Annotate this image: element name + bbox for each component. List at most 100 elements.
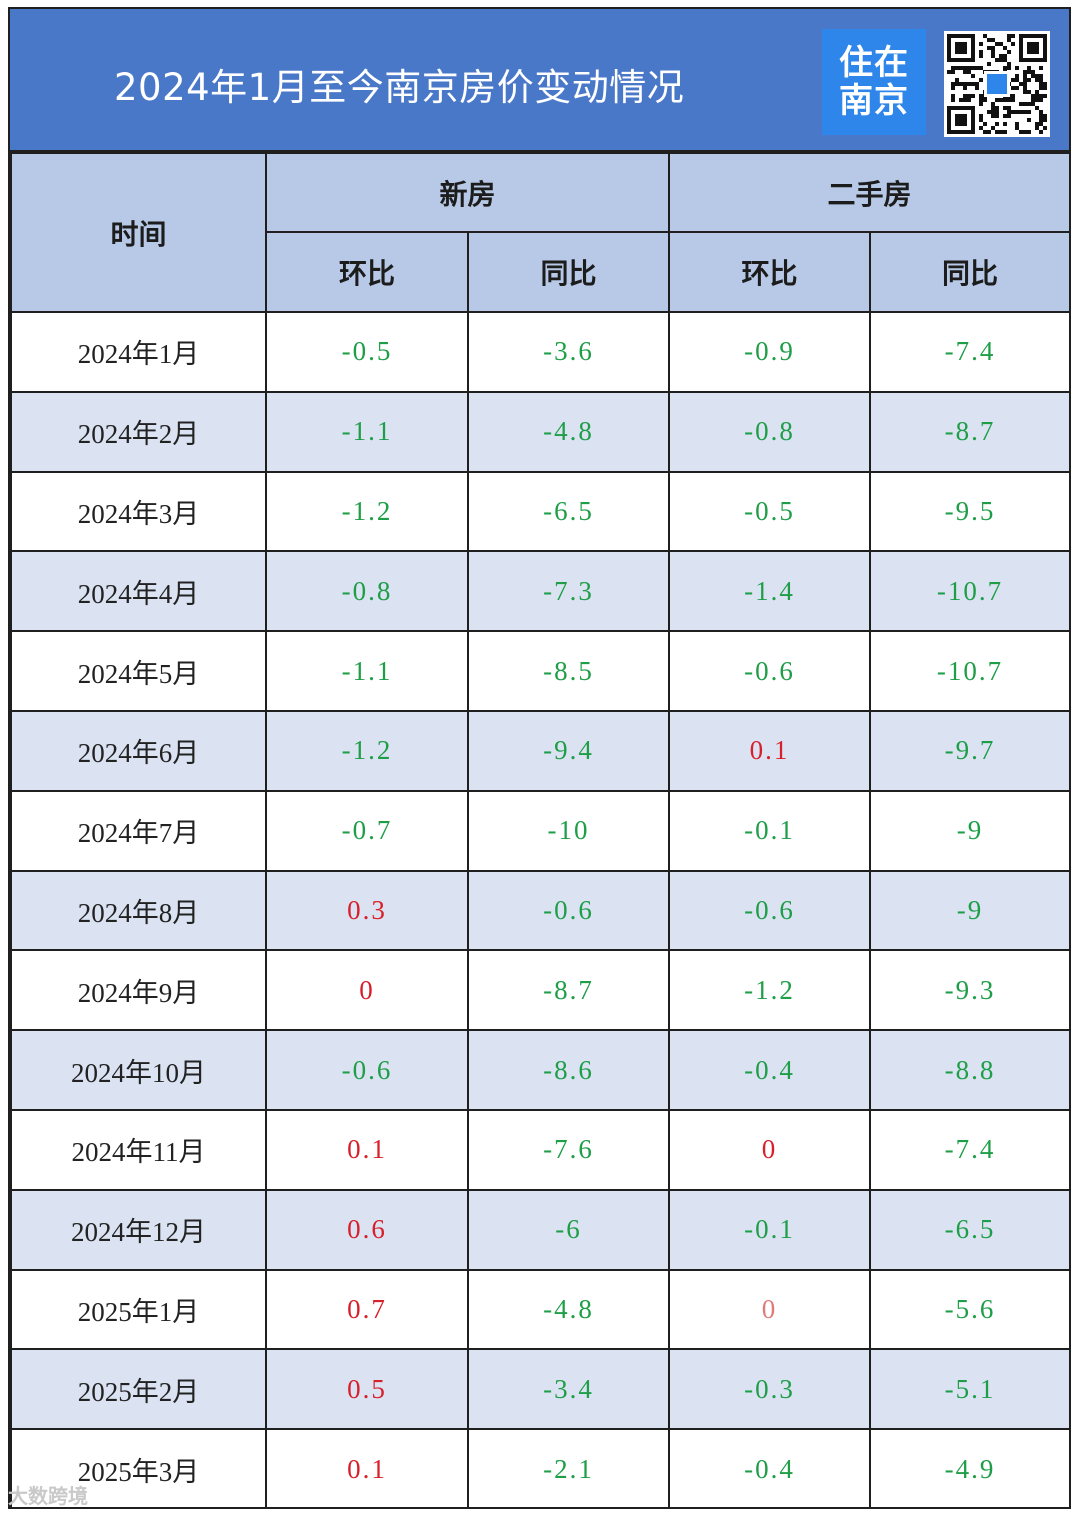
time-cell: 2024年2月 (11, 392, 266, 472)
header-new-mom: 环比 (266, 232, 468, 312)
value-cell-sec-mom: -0.3 (669, 1349, 870, 1429)
logo-line-1: 住在 (839, 44, 909, 82)
value-cell-sec-mom: -0.9 (669, 312, 870, 392)
value-cell-sec-yoy: -6.5 (870, 1190, 1070, 1270)
value-cell-new-mom: -1.2 (266, 472, 468, 552)
watermark: 大数跨境 (8, 1480, 88, 1509)
value-cell-new-mom: 0 (266, 950, 468, 1030)
value-cell-sec-yoy: -9.3 (870, 950, 1070, 1030)
value-cell-sec-mom: -0.4 (669, 1030, 870, 1110)
value-cell-sec-mom: -0.1 (669, 1190, 870, 1270)
header-second-yoy: 同比 (870, 232, 1070, 312)
value-cell-sec-yoy: -10.7 (870, 631, 1070, 711)
value-cell-sec-mom: -1.4 (669, 551, 870, 631)
brand-logo: 住在 南京 (822, 29, 926, 135)
value-cell-sec-yoy: -8.7 (870, 392, 1070, 472)
value-cell-new-yoy: -10 (468, 791, 669, 871)
value-cell-sec-yoy: -8.8 (870, 1030, 1070, 1110)
value-cell-new-mom: 0.3 (266, 871, 468, 951)
value-cell-new-yoy: -2.1 (468, 1429, 669, 1509)
value-cell-new-mom: -0.5 (266, 312, 468, 392)
price-change-table: 时间 新房 二手房 环比 同比 环比 同比 2024年1月 -0.5 -3.6 -0.… (10, 152, 1071, 1509)
value-cell-sec-mom: 0 (669, 1110, 870, 1190)
value-cell-new-yoy: -3.4 (468, 1349, 669, 1429)
value-cell-new-yoy: -7.3 (468, 551, 669, 631)
value-cell-sec-mom: -1.2 (669, 950, 870, 1030)
page-title: 2024年1月至今南京房价变动情况 (114, 57, 684, 111)
header-new-house: 新房 (266, 153, 669, 232)
value-cell-new-yoy: -4.8 (468, 392, 669, 472)
value-cell-new-mom: 0.6 (266, 1190, 468, 1270)
value-cell-sec-yoy: -4.9 (870, 1429, 1070, 1509)
value-cell-new-mom: 0.1 (266, 1110, 468, 1190)
value-cell-new-yoy: -6 (468, 1190, 669, 1270)
time-cell: 2024年3月 (11, 472, 266, 552)
logo-line-2: 南京 (839, 82, 909, 120)
value-cell-new-yoy: -4.8 (468, 1270, 669, 1350)
table-row: 2024年2月 -1.1 -4.8 -0.8 -8.7 (11, 392, 1070, 472)
value-cell-new-mom: 0.7 (266, 1270, 468, 1350)
value-cell-sec-mom: 0.1 (669, 711, 870, 791)
header-time: 时间 (11, 153, 266, 312)
value-cell-sec-yoy: -5.1 (870, 1349, 1070, 1429)
value-cell-new-mom: -0.7 (266, 791, 468, 871)
value-cell-new-mom: -1.1 (266, 631, 468, 711)
table-row: 2024年10月 -0.6 -8.6 -0.4 -8.8 (11, 1030, 1070, 1110)
value-cell-sec-yoy: -7.4 (870, 1110, 1070, 1190)
table-row: 2024年7月 -0.7 -10 -0.1 -9 (11, 791, 1070, 871)
value-cell-new-mom: 0.5 (266, 1349, 468, 1429)
table-row: 2025年1月 0.7 -4.8 0 -5.6 (11, 1270, 1070, 1350)
time-cell: 2024年10月 (11, 1030, 266, 1110)
table-row: 2025年3月 0.1 -2.1 -0.4 -4.9 (11, 1429, 1070, 1509)
value-cell-sec-yoy: -5.6 (870, 1270, 1070, 1350)
time-cell: 2024年12月 (11, 1190, 266, 1270)
value-cell-new-mom: -0.6 (266, 1030, 468, 1110)
table-row: 2024年6月 -1.2 -9.4 0.1 -9.7 (11, 711, 1070, 791)
value-cell-new-yoy: -9.4 (468, 711, 669, 791)
value-cell-sec-mom: -0.1 (669, 791, 870, 871)
time-cell: 2024年11月 (11, 1110, 266, 1190)
value-cell-sec-yoy: -7.4 (870, 312, 1070, 392)
time-cell: 2024年5月 (11, 631, 266, 711)
value-cell-sec-yoy: -9.5 (870, 472, 1070, 552)
value-cell-new-yoy: -8.7 (468, 950, 669, 1030)
table-row: 2024年12月 0.6 -6 -0.1 -6.5 (11, 1190, 1070, 1270)
value-cell-new-mom: 0.1 (266, 1429, 468, 1509)
value-cell-new-yoy: -3.6 (468, 312, 669, 392)
value-cell-new-yoy: -0.6 (468, 871, 669, 951)
table-row: 2024年11月 0.1 -7.6 0 -7.4 (11, 1110, 1070, 1190)
header-second-mom: 环比 (669, 232, 870, 312)
value-cell-sec-mom: -0.4 (669, 1429, 870, 1509)
value-cell-sec-mom: -0.5 (669, 472, 870, 552)
value-cell-sec-yoy: -9 (870, 791, 1070, 871)
value-cell-sec-yoy: -9.7 (870, 711, 1070, 791)
qr-code-icon (944, 31, 1050, 137)
value-cell-new-mom: -1.2 (266, 711, 468, 791)
table-row: 2024年1月 -0.5 -3.6 -0.9 -7.4 (11, 312, 1070, 392)
header-new-yoy: 同比 (468, 232, 669, 312)
value-cell-new-mom: -1.1 (266, 392, 468, 472)
value-cell-new-yoy: -8.5 (468, 631, 669, 711)
title-bar: 2024年1月至今南京房价变动情况 住在 南京 (10, 9, 1069, 152)
value-cell-new-yoy: -6.5 (468, 472, 669, 552)
value-cell-sec-yoy: -10.7 (870, 551, 1070, 631)
table-frame: 2024年1月至今南京房价变动情况 住在 南京 时间 新房 二手房 环比 同比 … (8, 7, 1071, 1509)
value-cell-sec-mom: -0.6 (669, 631, 870, 711)
time-cell: 2024年6月 (11, 711, 266, 791)
time-cell: 2024年8月 (11, 871, 266, 951)
time-cell: 2025年2月 (11, 1349, 266, 1429)
time-cell: 2024年4月 (11, 551, 266, 631)
value-cell-sec-yoy: -9 (870, 871, 1070, 951)
table-row: 2024年5月 -1.1 -8.5 -0.6 -10.7 (11, 631, 1070, 711)
time-cell: 2024年9月 (11, 950, 266, 1030)
value-cell-new-yoy: -7.6 (468, 1110, 669, 1190)
header-second-hand: 二手房 (669, 153, 1070, 232)
value-cell-sec-mom: -0.8 (669, 392, 870, 472)
table-row: 2024年9月 0 -8.7 -1.2 -9.3 (11, 950, 1070, 1030)
table-row: 2024年4月 -0.8 -7.3 -1.4 -10.7 (11, 551, 1070, 631)
table-row: 2024年8月 0.3 -0.6 -0.6 -9 (11, 871, 1070, 951)
value-cell-new-mom: -0.8 (266, 551, 468, 631)
time-cell: 2025年1月 (11, 1270, 266, 1350)
time-cell: 2024年7月 (11, 791, 266, 871)
value-cell-sec-mom: -0.6 (669, 871, 870, 951)
